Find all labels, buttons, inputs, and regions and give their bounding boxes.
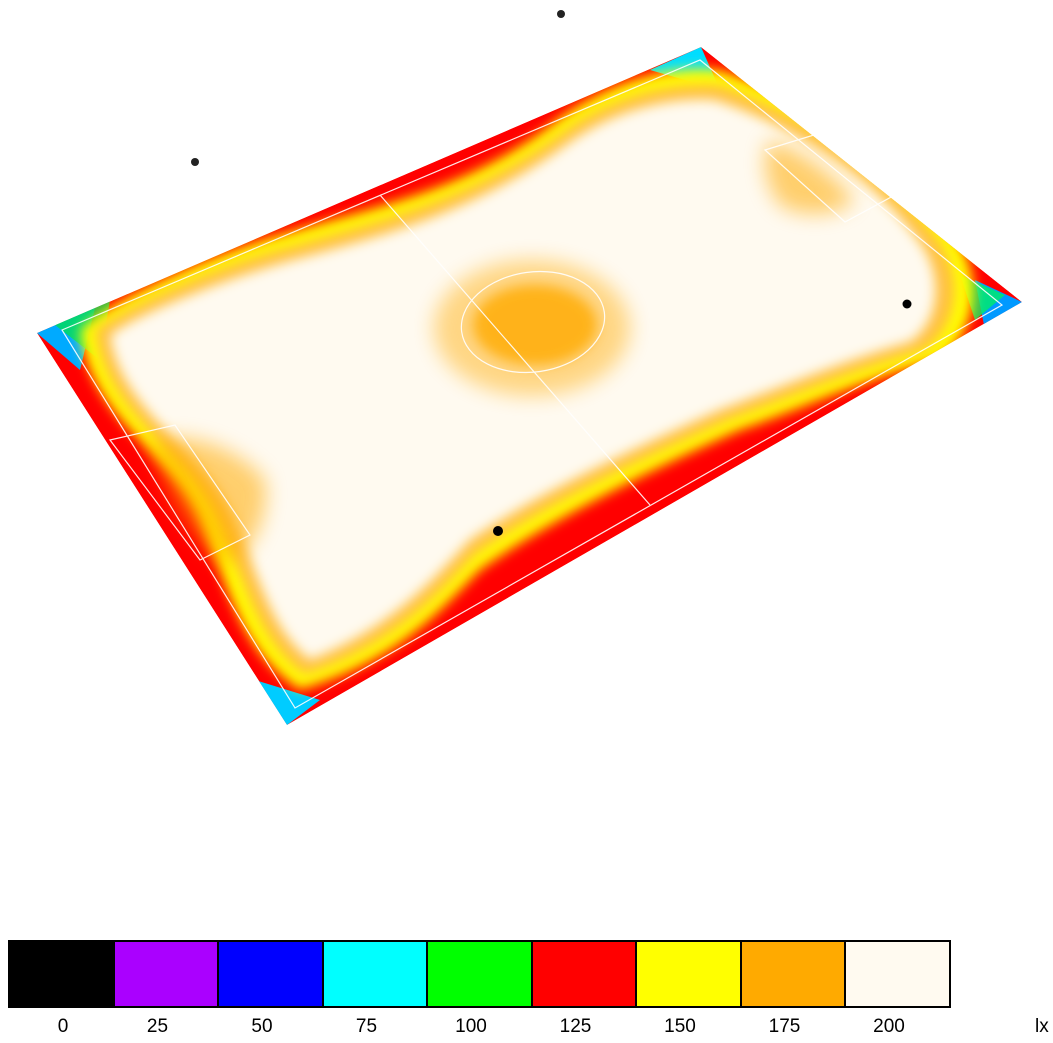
legend-tick-label: 125 bbox=[559, 1016, 592, 1037]
penalty-box-left bbox=[108, 424, 251, 561]
legend-tick-label: 100 bbox=[455, 1016, 487, 1037]
goal-area-glow-right bbox=[764, 140, 855, 215]
light-pole-marker bbox=[191, 158, 199, 166]
legend-swatch-0 bbox=[8, 940, 115, 1008]
goal-area-glow-left bbox=[150, 437, 266, 565]
legend-tick-label: 150 bbox=[664, 1016, 696, 1037]
legend-tick-label: 0 bbox=[57, 1016, 69, 1037]
legend-unit-label: lx bbox=[1035, 1016, 1049, 1037]
light-pole-marker bbox=[557, 10, 565, 18]
legend-swatch-100 bbox=[426, 940, 533, 1008]
touchline bbox=[61, 59, 1004, 709]
legend-swatch-175 bbox=[739, 940, 846, 1008]
legend-tick-label: 25 bbox=[146, 1016, 169, 1037]
light-pole-marker bbox=[902, 299, 912, 309]
legend-swatch-200 bbox=[844, 940, 951, 1008]
color-legend: 0 25 50 75 100 125 150 175 200 lx bbox=[8, 940, 1053, 1043]
legend-tick-label: 75 bbox=[355, 1016, 378, 1037]
legend-swatch-50 bbox=[217, 940, 324, 1008]
halfway-line bbox=[379, 194, 651, 506]
pitch-surface bbox=[37, 47, 1022, 725]
pitch-markings bbox=[61, 59, 1004, 709]
corner-blue-bottom bbox=[255, 680, 320, 725]
illuminance-map bbox=[37, 10, 1022, 725]
legend-swatch-75 bbox=[321, 940, 428, 1008]
center-glow-inner bbox=[473, 285, 597, 365]
center-circle bbox=[460, 270, 606, 374]
legend-tick-label: 200 bbox=[873, 1016, 905, 1037]
legend-tick-label: 50 bbox=[251, 1016, 273, 1037]
penalty-box-right bbox=[763, 129, 896, 223]
light-poles bbox=[191, 10, 912, 536]
legend-tick-label: 175 bbox=[768, 1016, 801, 1037]
light-pole-marker bbox=[493, 526, 503, 536]
legend-swatch-125 bbox=[530, 940, 637, 1008]
legend-swatch-150 bbox=[635, 940, 742, 1008]
legend-swatch-25 bbox=[112, 940, 219, 1008]
